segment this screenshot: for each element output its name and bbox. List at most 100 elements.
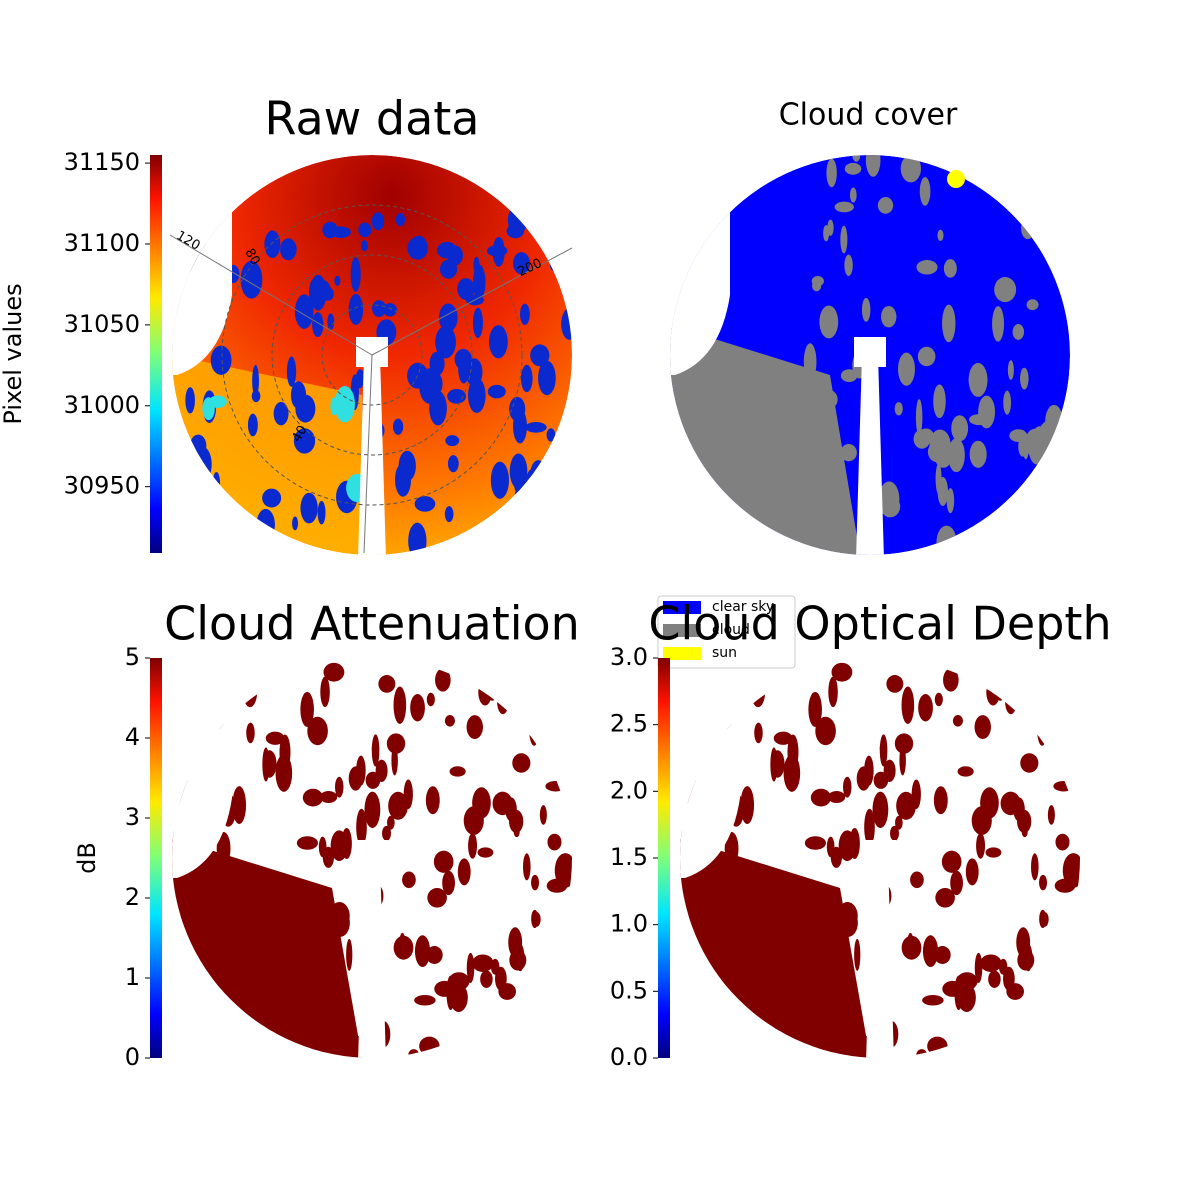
cloud-patch [294,294,314,329]
cloud-patch [943,259,957,278]
cloud-patch [1003,966,1015,991]
polar-label: 40 [289,423,310,445]
colorbar-tick-label: 2.5 [610,710,648,738]
cloud-patch [883,759,896,782]
mask-wedge [358,858,386,1058]
cloud-patch [206,481,218,501]
cloud-patch [818,923,830,959]
cloud-patch [409,235,428,260]
cloud-patch [539,805,547,825]
cloud-patch [934,946,951,964]
colorbar-tick-label: 0.5 [610,976,648,1004]
cloud-patch [520,665,536,697]
legend-label: cloud [712,622,750,638]
cloud-patch [435,325,456,359]
cloud-patch [951,415,969,442]
cloud-patch [295,394,316,423]
cloud-patch [795,901,818,926]
cloud-patch [172,682,186,711]
cloud-patch [927,1036,948,1056]
cloud-patch [865,155,881,177]
cloud-patch [735,1033,753,1052]
cloud-patch [388,791,408,820]
cloud-patch [894,402,903,416]
cloud-patch [545,780,566,792]
cloud-patch [1003,390,1012,415]
polar-grid [363,354,373,554]
cloud-patch [530,344,550,367]
cloud-patch [319,791,338,804]
cloud-patch [393,935,414,960]
colorbar-tick-label: 1.5 [610,843,648,871]
cloud-patch [444,715,455,727]
cloud-patch [227,1033,245,1052]
cloud-patch [191,1016,207,1048]
cloud-patch [894,733,914,754]
mask-wedge [358,355,386,555]
cloud-patch [935,887,955,908]
cloud-patch [1041,171,1052,186]
cloud-patch [330,397,338,416]
cloud-patch [1024,943,1033,972]
cloud-patch [480,970,493,988]
cloud-patch [974,715,991,739]
cloud-patch [240,260,263,299]
cloud-patch [372,300,387,317]
colorbar-tick-label: 1.0 [610,910,648,938]
cloud-patch [463,806,484,835]
cloud-patch [275,754,293,792]
cloud-patch [900,155,922,183]
cloud-patch [812,280,822,292]
colorbar [150,658,162,1058]
cloud-cover-image [670,155,1070,555]
cloud-patch [1053,780,1074,792]
cloud-patch [540,998,558,1019]
cloud-patch [1005,688,1017,715]
cloud-patch [1038,421,1057,455]
cloud-patch [251,389,261,403]
cloud-patch [1030,155,1052,174]
cloud-patch [472,954,494,972]
cloud-patch [992,306,1005,342]
cloud-patch [513,409,528,444]
cloud-patch [950,870,963,896]
colorbar-tick-label: 4 [125,723,140,751]
cloud-patch [495,966,507,991]
cloud-patch [447,455,459,473]
legend-swatch [663,624,701,637]
cloud-patch [910,871,924,889]
cloud-patch [1062,853,1080,888]
cloud-patch [175,496,185,534]
cloud-patch [1013,197,1027,219]
cloud-patch [262,747,270,782]
sun-marker [947,170,965,188]
cloud-patch [957,766,974,777]
cloud-patch [922,995,944,1006]
cloud-patch [309,955,332,987]
cloud-patch [447,388,467,404]
cloud-patch [487,384,506,399]
cloud-patch [783,754,801,792]
cloud-patch [911,779,921,810]
cloud-patch [518,659,532,695]
cloud-patch [708,1033,731,1058]
colorbar [150,155,162,553]
cloud-patch [886,675,904,693]
cloud-patch [1040,911,1049,927]
cloud-patch [503,538,517,555]
cloud-patch [334,385,355,423]
cloud-patch [505,669,517,705]
cloud-patch [327,313,335,330]
cloud-patch [442,870,455,896]
cloud-patch [1055,833,1070,851]
cloud-patch [490,526,500,555]
cloud-patch [433,850,454,873]
cloud-patch [804,836,826,850]
cloud-patch [968,1041,980,1058]
cloud-patch [500,658,516,687]
mask-center [854,337,886,367]
cloud-patch [901,935,922,960]
raw-image [172,155,572,555]
cloud-patch [292,968,299,985]
